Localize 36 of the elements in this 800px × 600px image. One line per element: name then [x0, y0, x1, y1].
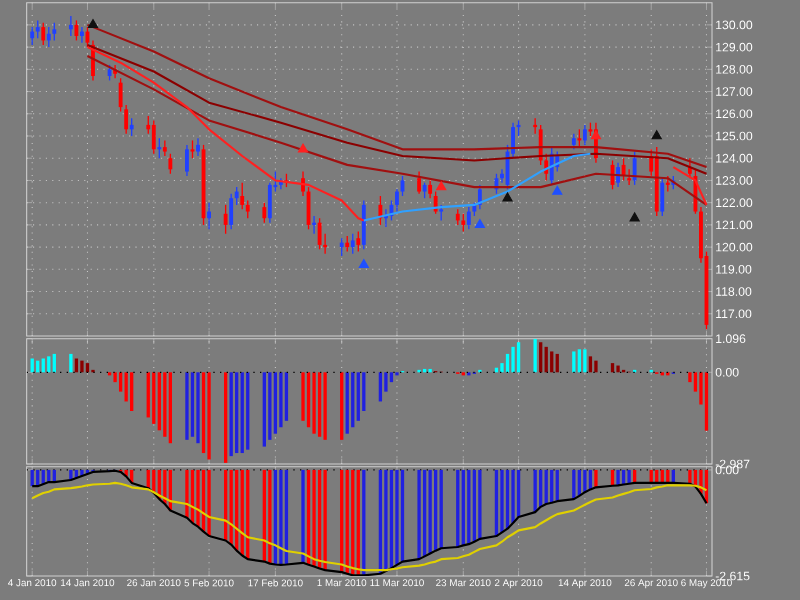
candlestick [151, 119, 156, 155]
candlestick [168, 153, 173, 175]
candlestick [350, 233, 355, 255]
candlestick [361, 199, 366, 250]
point [436, 181, 447, 191]
candlestick [356, 230, 361, 253]
candlestick [185, 144, 189, 177]
candlestick [68, 15, 73, 37]
candlestick [477, 184, 482, 210]
point [502, 192, 513, 202]
candlestick [196, 137, 200, 157]
point [87, 19, 99, 29]
candlestick [632, 150, 637, 186]
candlestick [262, 201, 267, 224]
candlestick [582, 124, 587, 146]
candlestick [417, 170, 422, 195]
point [358, 259, 369, 269]
point [297, 143, 309, 153]
candlestick [41, 22, 46, 46]
candlestick [223, 204, 228, 235]
candlestick [240, 181, 245, 210]
candlestick [207, 201, 211, 231]
candlestick [660, 177, 665, 217]
candlestick [466, 206, 471, 231]
candlestick [317, 217, 322, 250]
point [651, 130, 662, 140]
point [552, 185, 563, 195]
candlestick [162, 139, 167, 157]
candlestick [80, 26, 84, 44]
candlestick [74, 19, 79, 42]
point [590, 130, 602, 140]
point [629, 212, 640, 222]
candlestick [229, 193, 234, 231]
point [474, 219, 486, 229]
candlestick [616, 161, 620, 188]
candlestick [46, 26, 51, 48]
